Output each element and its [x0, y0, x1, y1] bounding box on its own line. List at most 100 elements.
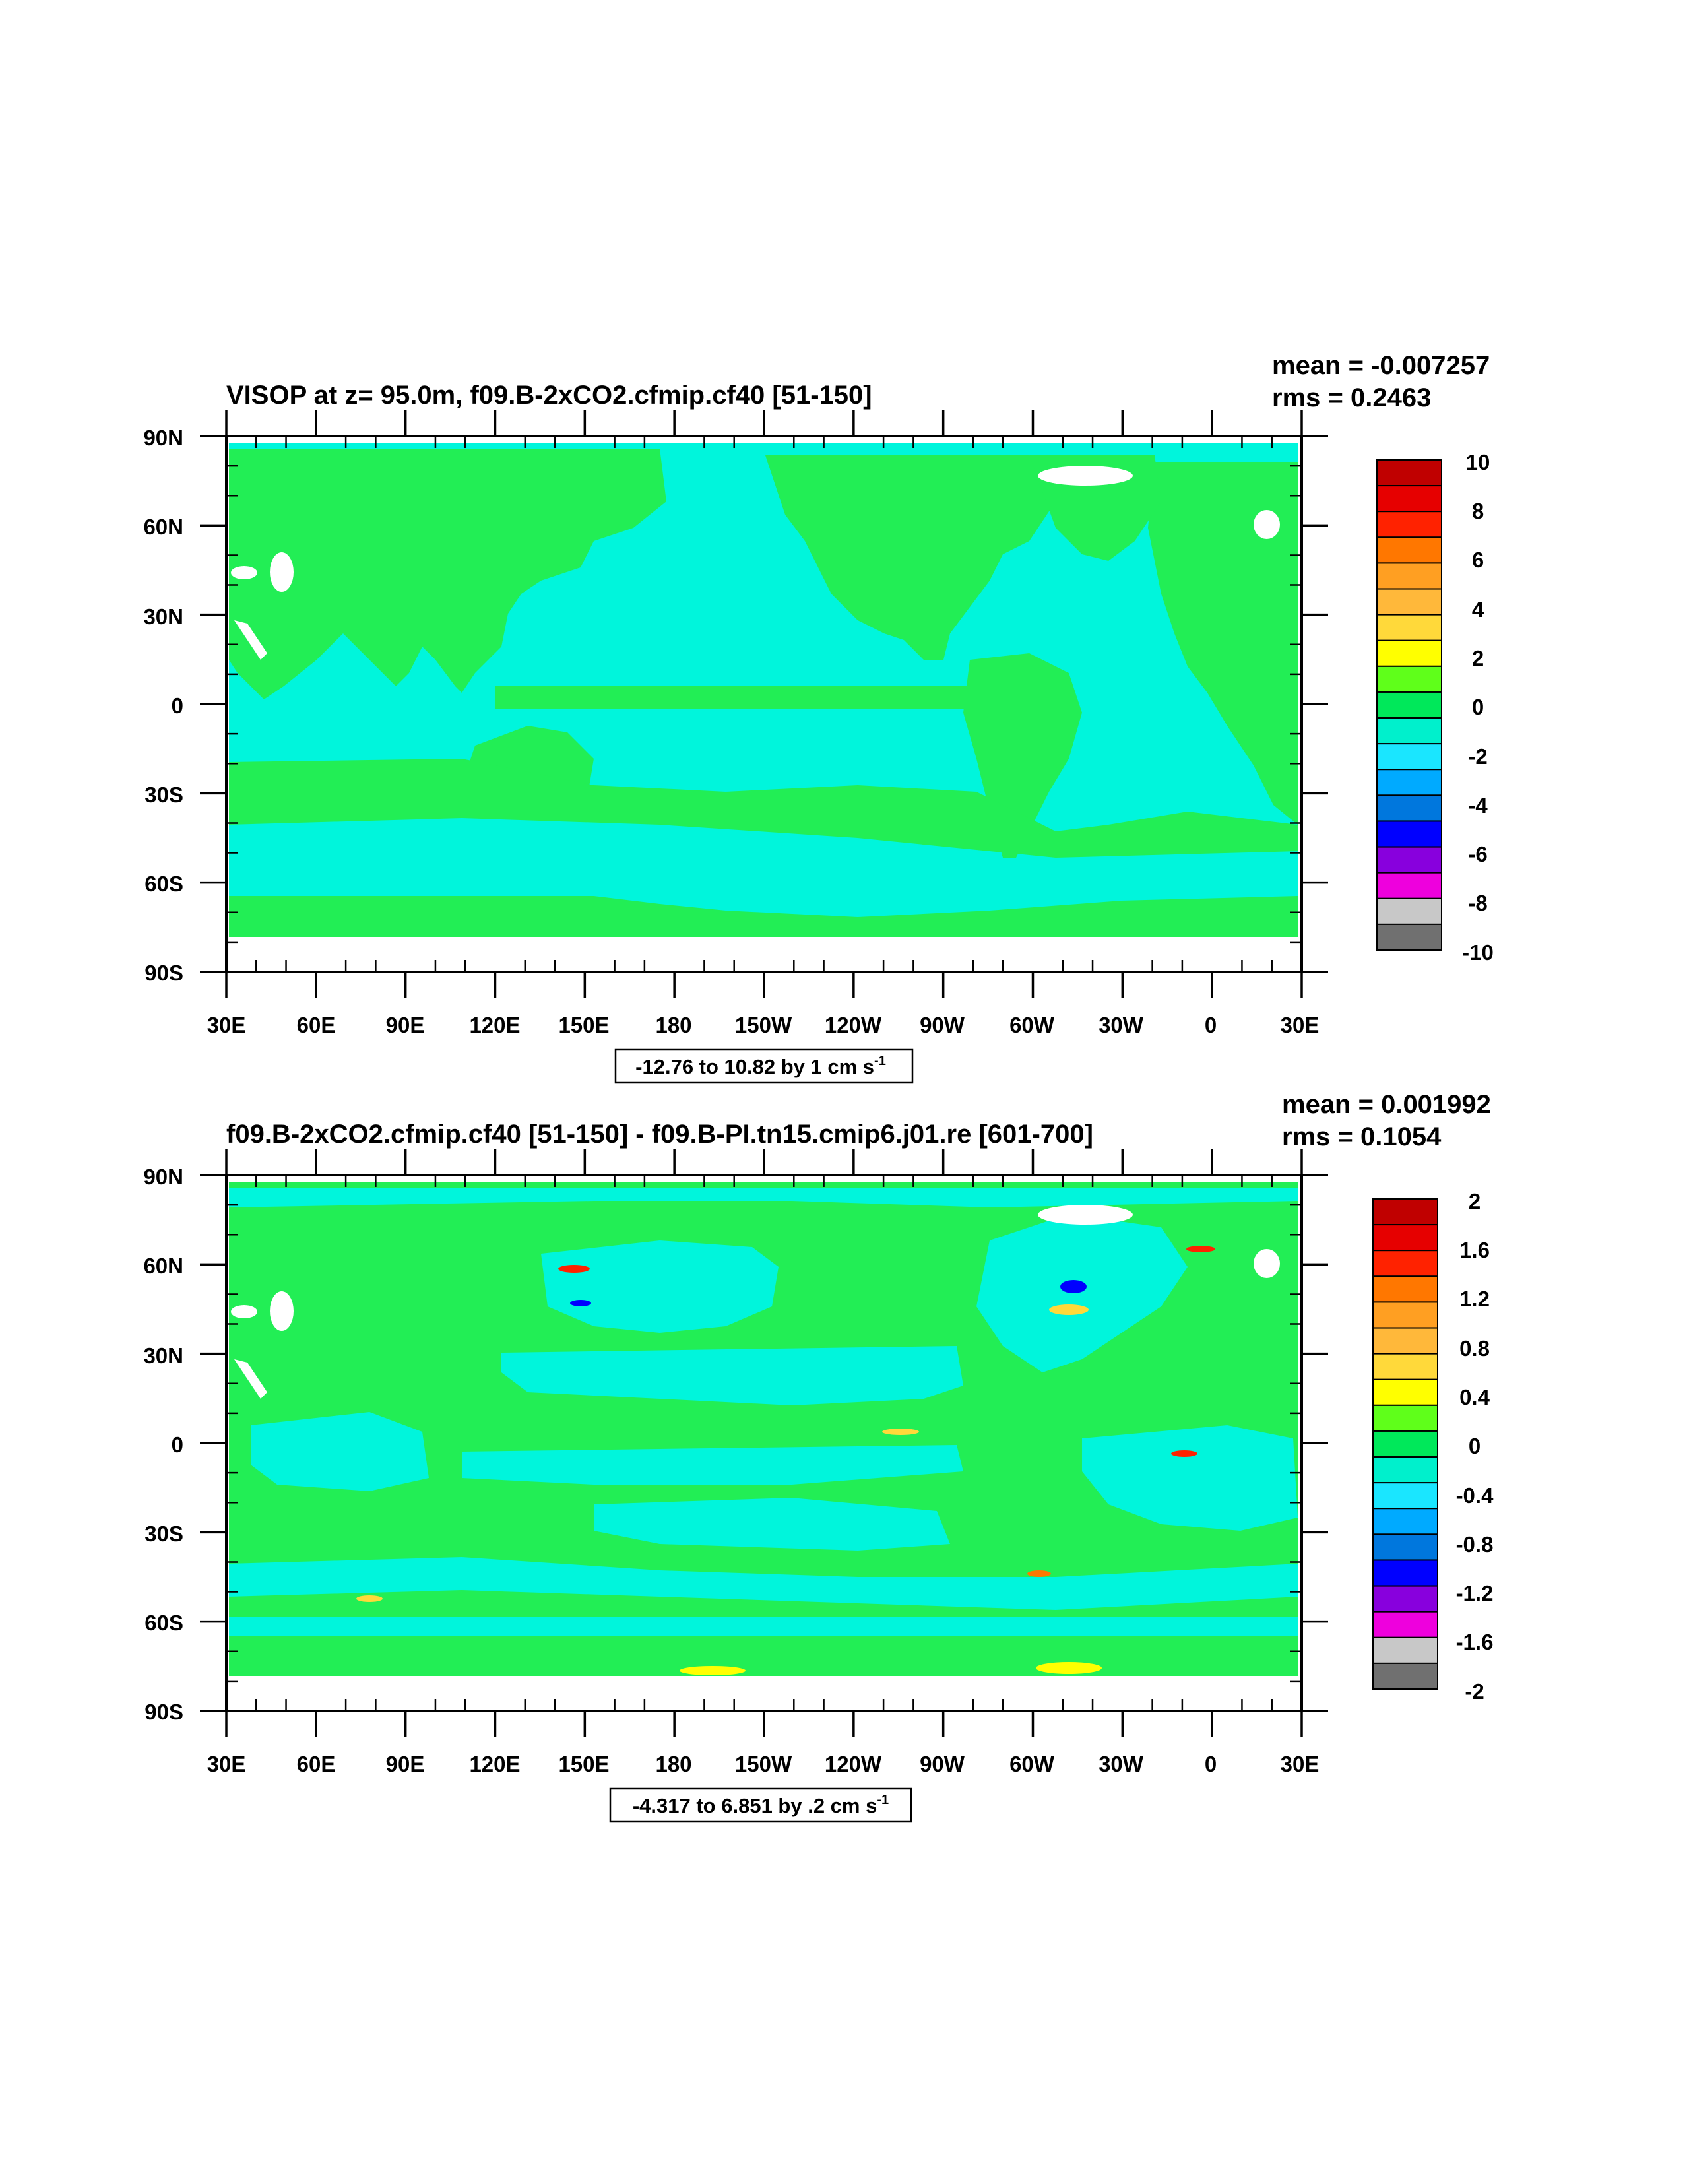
- lat-label: 0: [172, 693, 183, 718]
- hotspot-positive: [356, 1595, 383, 1602]
- lat-label: 60N: [143, 515, 183, 539]
- colorbar-labels: 10 8 6 4 2 0 -2 -4 -6 -8 -10: [1462, 450, 1494, 965]
- colorbar-swatch: [1372, 1585, 1438, 1613]
- colorbar-swatch: [1376, 872, 1442, 899]
- lon-labels: 30E 60E 90E 120E 150E 180 150W 120W 90W …: [207, 1752, 1320, 1776]
- lon-label: 150W: [735, 1013, 792, 1037]
- plot-title: f09.B-2xCO2.cfmip.cf40 [51-150] - f09.B-…: [226, 1120, 1093, 1149]
- missing-data-red-sea: [234, 620, 267, 660]
- antarctic-margin: [229, 896, 1298, 937]
- colorbar-swatch: [1376, 614, 1442, 641]
- landmass-africa: [1148, 462, 1298, 825]
- lon-label: 120E: [469, 1013, 520, 1037]
- colorbar-swatch: [1376, 769, 1442, 796]
- lon-label: 180: [655, 1752, 691, 1776]
- lat-label: 60S: [144, 1611, 183, 1635]
- mean-stat: mean = 0.001992: [1282, 1090, 1491, 1119]
- lat-ticks: [200, 1174, 1328, 1712]
- anomaly-south-atlantic: [1082, 1425, 1298, 1531]
- colorbar-label: 8: [1472, 499, 1484, 523]
- lon-label: 90E: [386, 1013, 425, 1037]
- colorbar-label: 0.4: [1459, 1385, 1490, 1409]
- colorbar-swatch: [1372, 1327, 1438, 1355]
- anomaly-north-pacific: [541, 1240, 779, 1333]
- map-panel-top: VISOP at z= 95.0m, f09.B-2xCO2.cfmip.cf4…: [0, 0, 1689, 1089]
- colorbar-labels: 2 1.6 1.2 0.8 0.4 0 -0.4 -0.8 -1.2 -1.6 …: [1456, 1189, 1494, 1704]
- colorbar-swatch: [1372, 1533, 1438, 1561]
- map-figure-bottom: f09.B-2xCO2.cfmip.cf40 [51-150] - f09.B-…: [143, 1090, 1494, 1823]
- colorbar-swatch: [1372, 1662, 1438, 1690]
- colorbar-swatch: [1372, 1378, 1438, 1406]
- lon-label: 0: [1205, 1752, 1217, 1776]
- colorbar-label: -8: [1468, 891, 1487, 915]
- lon-label: 30W: [1099, 1752, 1144, 1776]
- lon-label: 30E: [207, 1013, 246, 1037]
- equatorial-band: [495, 686, 976, 709]
- colorbar-label: -4: [1468, 793, 1488, 818]
- range-label: -12.76 to 10.82 by 1 cm s-1: [635, 1054, 886, 1078]
- missing-data-south: [229, 937, 1298, 946]
- colorbar-swatch: [1376, 923, 1442, 951]
- lon-label: 90E: [386, 1752, 425, 1776]
- colorbar: [1372, 1198, 1438, 1690]
- colorbar-swatch: [1376, 665, 1442, 693]
- hotspot-positive: [882, 1429, 919, 1435]
- hotspot-positive: [1049, 1304, 1089, 1315]
- colorbar-label: 10: [1466, 450, 1490, 474]
- colorbar-swatch: [1372, 1456, 1438, 1484]
- colorbar-swatch: [1372, 1559, 1438, 1587]
- colorbar-label: 1.2: [1459, 1287, 1490, 1311]
- lon-label: 90W: [920, 1752, 965, 1776]
- colorbar-swatch: [1376, 691, 1442, 719]
- colorbar-label: -0.8: [1456, 1532, 1494, 1557]
- lat-label: 30S: [144, 1522, 183, 1546]
- missing-data-arctic: [1038, 1205, 1133, 1225]
- colorbar: [1376, 459, 1442, 951]
- colorbar-swatch: [1372, 1250, 1438, 1277]
- lat-label: 60N: [143, 1254, 183, 1278]
- lon-label: 150E: [558, 1752, 609, 1776]
- lat-labels: 90N 60N 30N 0 30S 60S 90S: [143, 426, 183, 985]
- colorbar-swatch: [1372, 1482, 1438, 1510]
- colorbar-swatch: [1376, 536, 1442, 564]
- lon-label: 30W: [1099, 1013, 1144, 1037]
- colorbar-label: 0.8: [1459, 1336, 1490, 1361]
- hotspot-negative: [1060, 1280, 1087, 1293]
- hotspot-positive: [1036, 1662, 1102, 1674]
- hotspot-positive: [558, 1265, 590, 1273]
- missing-data-red-sea: [234, 1359, 267, 1399]
- colorbar-label: 6: [1472, 548, 1484, 572]
- colorbar-label: 2: [1469, 1189, 1481, 1213]
- lat-label: 90S: [144, 961, 183, 985]
- colorbar-swatch: [1372, 1275, 1438, 1303]
- anomaly-south-pacific: [594, 1498, 950, 1551]
- rms-stat: rms = 0.2463: [1272, 383, 1431, 412]
- colorbar-swatch: [1372, 1430, 1438, 1458]
- lat-label: 90N: [143, 1165, 183, 1189]
- lon-label: 60E: [297, 1013, 336, 1037]
- colorbar-label: -2: [1465, 1679, 1484, 1704]
- missing-data-caspian: [270, 1291, 294, 1331]
- lat-ticks: [200, 435, 1328, 973]
- hotspot-negative: [570, 1300, 591, 1306]
- colorbar-swatch: [1376, 485, 1442, 513]
- landmass-eurasia: [229, 449, 666, 699]
- lon-label: 180: [655, 1013, 691, 1037]
- missing-data-small-w: [231, 1305, 257, 1318]
- colorbar-label: 2: [1472, 646, 1484, 670]
- missing-data-arctic: [1038, 466, 1133, 486]
- anomaly-southern-ocean-1: [229, 1557, 1298, 1610]
- lon-ticks: [225, 410, 1303, 998]
- anomaly-hotspots: [356, 1246, 1215, 1675]
- hotspot-positive: [1027, 1570, 1051, 1577]
- lon-label: 90W: [920, 1013, 965, 1037]
- colorbar-label: -0.4: [1456, 1483, 1494, 1508]
- rms-stat: rms = 0.1054: [1282, 1122, 1442, 1151]
- map-panel-bottom: f09.B-2xCO2.cfmip.cf40 [51-150] - f09.B-…: [0, 739, 1689, 1828]
- lat-label: 30N: [143, 1343, 183, 1368]
- landmass-north-america: [765, 455, 1056, 660]
- missing-data-caspian: [270, 552, 294, 592]
- mean-stat: mean = -0.007257: [1272, 351, 1490, 380]
- colorbar-swatch: [1376, 588, 1442, 616]
- anomaly-tropical-band: [462, 1445, 963, 1485]
